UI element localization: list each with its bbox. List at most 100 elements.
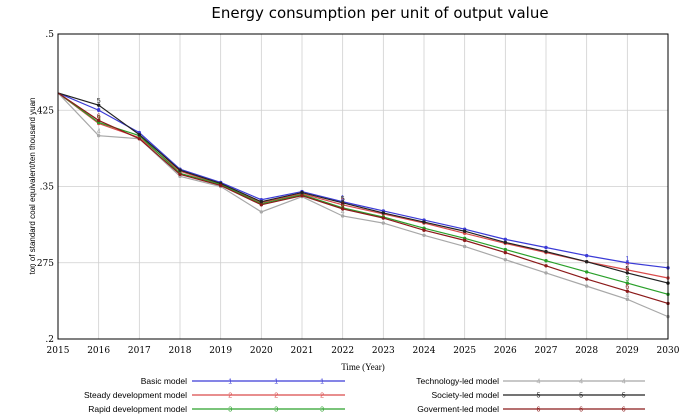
series-line-2	[57, 92, 669, 279]
legend-label-4: Technology-led model	[416, 376, 499, 386]
legend-marker-2-3: 2	[320, 393, 324, 400]
data-point-5-2022	[340, 201, 345, 205]
chart-title: Energy consumption per unit of output va…	[211, 4, 548, 22]
legend-marker-6-3: 6	[622, 407, 626, 414]
tick-labels: 2015 2016 2017 2018 2019 2020 2021 2022 2023 2024…	[34, 30, 680, 356]
legend-label-3: Rapid development model	[88, 404, 187, 414]
data-point-5-2026	[503, 240, 508, 245]
x-tick-label-2015: 2015	[47, 346, 70, 356]
series-3: 333	[57, 92, 670, 296]
data-point-5-2023	[381, 211, 386, 215]
series-marker-3-2029: 3	[625, 276, 629, 283]
series-line-6	[57, 92, 669, 304]
series-marker-5-2029: 5	[625, 266, 629, 273]
legend-marker-5-1: 5	[537, 393, 541, 400]
data-point-6-2026	[503, 250, 508, 255]
x-tick-label-2023: 2023	[372, 346, 395, 356]
data-point-3-2029	[625, 281, 630, 285]
x-tick-label-2027: 2027	[535, 346, 558, 356]
x-tick-label-2025: 2025	[453, 346, 476, 356]
series-layer: 111222333444555666	[57, 92, 670, 319]
legend-item-3: Rapid development model 3 3 3	[88, 404, 345, 414]
data-point-6-2025	[462, 238, 467, 243]
legend-item-5: Society-led model 5 5 5	[431, 390, 645, 400]
y-tick-label-1: .275	[34, 259, 54, 269]
legend-item-2: Steady development model 2 2 2	[84, 390, 345, 400]
data-point-1-2027	[544, 245, 548, 250]
data-point-6-2021	[300, 193, 304, 198]
data-point-5-2017	[137, 132, 142, 137]
legend-item-6: Goverment-led model 6 6 6	[417, 404, 645, 414]
data-point-1-2026	[503, 237, 508, 242]
data-point-6-2020	[259, 203, 264, 207]
legend-marker-6-1: 6	[537, 407, 541, 414]
x-tick-label-2030: 2030	[657, 346, 680, 356]
legend-label-2: Steady development model	[84, 390, 187, 400]
x-tick-label-2024: 2024	[413, 346, 436, 356]
series-marker-5-2022: 5	[341, 196, 345, 203]
data-point-4-2022	[340, 214, 345, 218]
legend-item-4: Technology-led model 4 4 4	[416, 376, 645, 386]
plot-frame	[57, 33, 669, 340]
data-point-5-2018	[178, 168, 182, 172]
series-line-1	[57, 92, 669, 269]
data-point-5-2028	[584, 260, 589, 264]
data-point-6-2028	[584, 277, 589, 281]
legend-marker-4-1: 4	[537, 379, 541, 386]
data-point-5-2029	[625, 271, 630, 275]
data-point-6-2016	[96, 118, 101, 123]
series-6: 6 6 6	[57, 92, 670, 306]
legend-item-1: Basic model 1 1 1	[141, 376, 345, 386]
data-point-4-2025	[462, 244, 467, 249]
x-tick-label-2026: 2026	[494, 346, 517, 356]
x-tick-label-2018: 2018	[169, 346, 192, 356]
series-marker-1-2022: 1	[341, 195, 345, 202]
series-marker-4-2016: 4	[97, 129, 101, 136]
legend-label-1: Basic model	[141, 376, 187, 386]
series-marker-2-2029: 2	[625, 263, 629, 270]
data-point-3-2028	[584, 270, 589, 274]
data-point-6-2019	[218, 183, 223, 188]
data-point-6-2027	[544, 264, 548, 268]
data-point-6-2029	[625, 289, 630, 293]
data-point-4-2016	[96, 133, 101, 138]
series-1: 111	[57, 92, 670, 270]
y-tick-label-3: .425	[34, 106, 54, 116]
data-point-4-2028	[584, 284, 589, 288]
data-point-5-2025	[462, 229, 467, 233]
legend-marker-6-2: 6	[579, 407, 583, 414]
series-marker-4-2022: 4	[341, 209, 345, 216]
data-point-2-2029	[625, 268, 630, 272]
data-point-6-2018	[178, 172, 182, 176]
data-point-1-2029	[625, 261, 630, 265]
x-tick-label-2021: 2021	[291, 346, 314, 356]
x-tick-label-2028: 2028	[575, 346, 598, 356]
legend-marker-3-1: 3	[228, 407, 232, 414]
legend-marker-1-1: 1	[228, 379, 232, 386]
data-point-5-2021	[300, 190, 304, 195]
data-point-6-2024	[422, 228, 426, 232]
x-tick-label-2016: 2016	[87, 346, 110, 356]
data-point-5-2027	[544, 249, 548, 254]
data-point-1-2016	[96, 108, 101, 112]
y-tick-label-0: .2	[45, 335, 54, 345]
data-point-5-2024	[422, 220, 426, 224]
legend-marker-4-3: 4	[622, 379, 626, 386]
legend: Basic model 1 1 1 Steady development model 2 2…	[84, 376, 645, 414]
y-tick-label-4: .5	[45, 30, 54, 40]
data-point-4-2026	[503, 258, 508, 262]
data-point-3-2026	[503, 247, 508, 252]
grid	[58, 34, 668, 339]
legend-marker-3-3: 3	[320, 407, 324, 414]
data-point-4-2023	[381, 221, 386, 225]
data-point-6-2023	[381, 216, 386, 220]
data-point-3-2027	[544, 259, 548, 263]
data-point-4-2027	[544, 271, 548, 275]
x-axis-label: Time (Year)	[341, 362, 385, 372]
legend-marker-2-1: 2	[228, 393, 232, 400]
legend-marker-4-2: 4	[579, 379, 583, 386]
x-tick-label-2019: 2019	[209, 346, 232, 356]
legend-label-5: Society-led model	[431, 390, 499, 400]
